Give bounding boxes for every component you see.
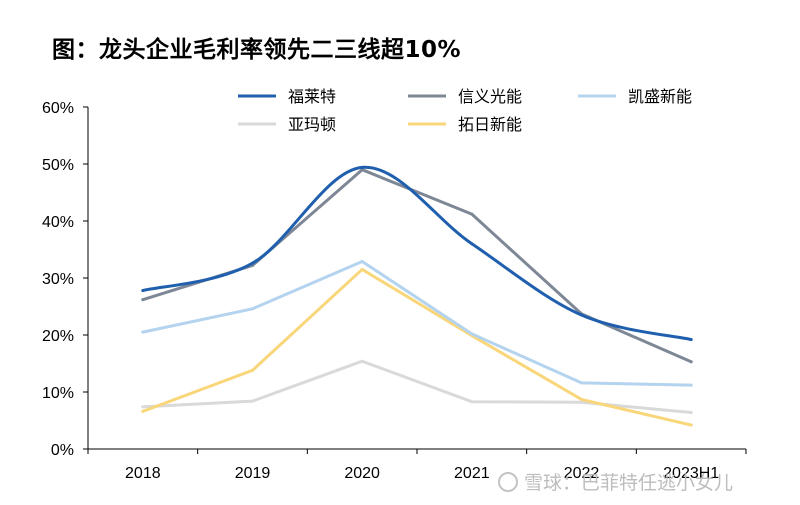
data-point — [251, 368, 254, 372]
x-tick-label: 2022 — [564, 465, 600, 482]
x-tick-label: 2023H1 — [663, 465, 719, 482]
data-point — [141, 289, 145, 293]
series-layer — [141, 165, 693, 427]
data-point — [689, 338, 693, 342]
series-line-3 — [141, 259, 693, 387]
watermark-logo-icon — [498, 472, 518, 492]
legend-label: 福莱特 — [288, 87, 336, 106]
data-point — [580, 381, 583, 385]
data-point — [251, 399, 254, 403]
data-point — [141, 409, 145, 413]
data-point — [360, 359, 364, 363]
data-point — [580, 400, 583, 404]
legend-label: 拓日新能 — [458, 115, 522, 134]
data-point — [689, 360, 693, 364]
data-point — [141, 298, 145, 302]
x-tick-label: 2018 — [125, 465, 161, 482]
data-point — [360, 165, 364, 169]
x-tick-label: 2019 — [235, 465, 271, 482]
data-point — [689, 423, 693, 427]
data-point — [470, 242, 474, 246]
y-tick-label: 40% — [42, 214, 74, 231]
series-line-1 — [141, 165, 693, 342]
y-tick-label: 0% — [51, 442, 74, 459]
x-tick-label: 2021 — [454, 465, 490, 482]
data-point — [689, 411, 693, 415]
chart-axes: 0% 10% 20% 30% 40% 50% 60% 2018 2019 2020 2021 2022… — [42, 100, 747, 482]
y-tick-label: 50% — [42, 157, 74, 174]
data-point — [470, 400, 474, 404]
data-point — [141, 330, 145, 334]
series-line-2 — [141, 168, 693, 364]
watermark: 雪球：巴菲特任逃小女儿 — [498, 468, 733, 495]
legend-label: 亚玛顿 — [288, 115, 336, 134]
y-tick-label: 60% — [42, 100, 74, 117]
data-point — [251, 307, 254, 311]
chart-title: 图：龙头企业毛利率领先二三线超10% — [52, 37, 462, 63]
data-point — [580, 313, 583, 317]
legend-label: 凯盛新能 — [628, 87, 692, 106]
data-point — [360, 259, 364, 263]
y-tick-label: 30% — [42, 271, 74, 288]
data-point — [141, 405, 145, 409]
data-point — [360, 267, 364, 271]
y-tick-label: 10% — [42, 385, 74, 402]
x-tick-label: 2020 — [344, 465, 380, 482]
data-point — [580, 397, 583, 401]
series-line-5 — [141, 267, 693, 427]
data-point — [689, 383, 693, 387]
watermark-text: 雪球：巴菲特任逃小女儿 — [524, 472, 734, 494]
data-point — [470, 212, 474, 216]
data-point — [251, 261, 254, 265]
y-tick-label: 20% — [42, 328, 74, 345]
legend-label: 信义光能 — [458, 87, 522, 106]
data-point — [470, 332, 474, 336]
